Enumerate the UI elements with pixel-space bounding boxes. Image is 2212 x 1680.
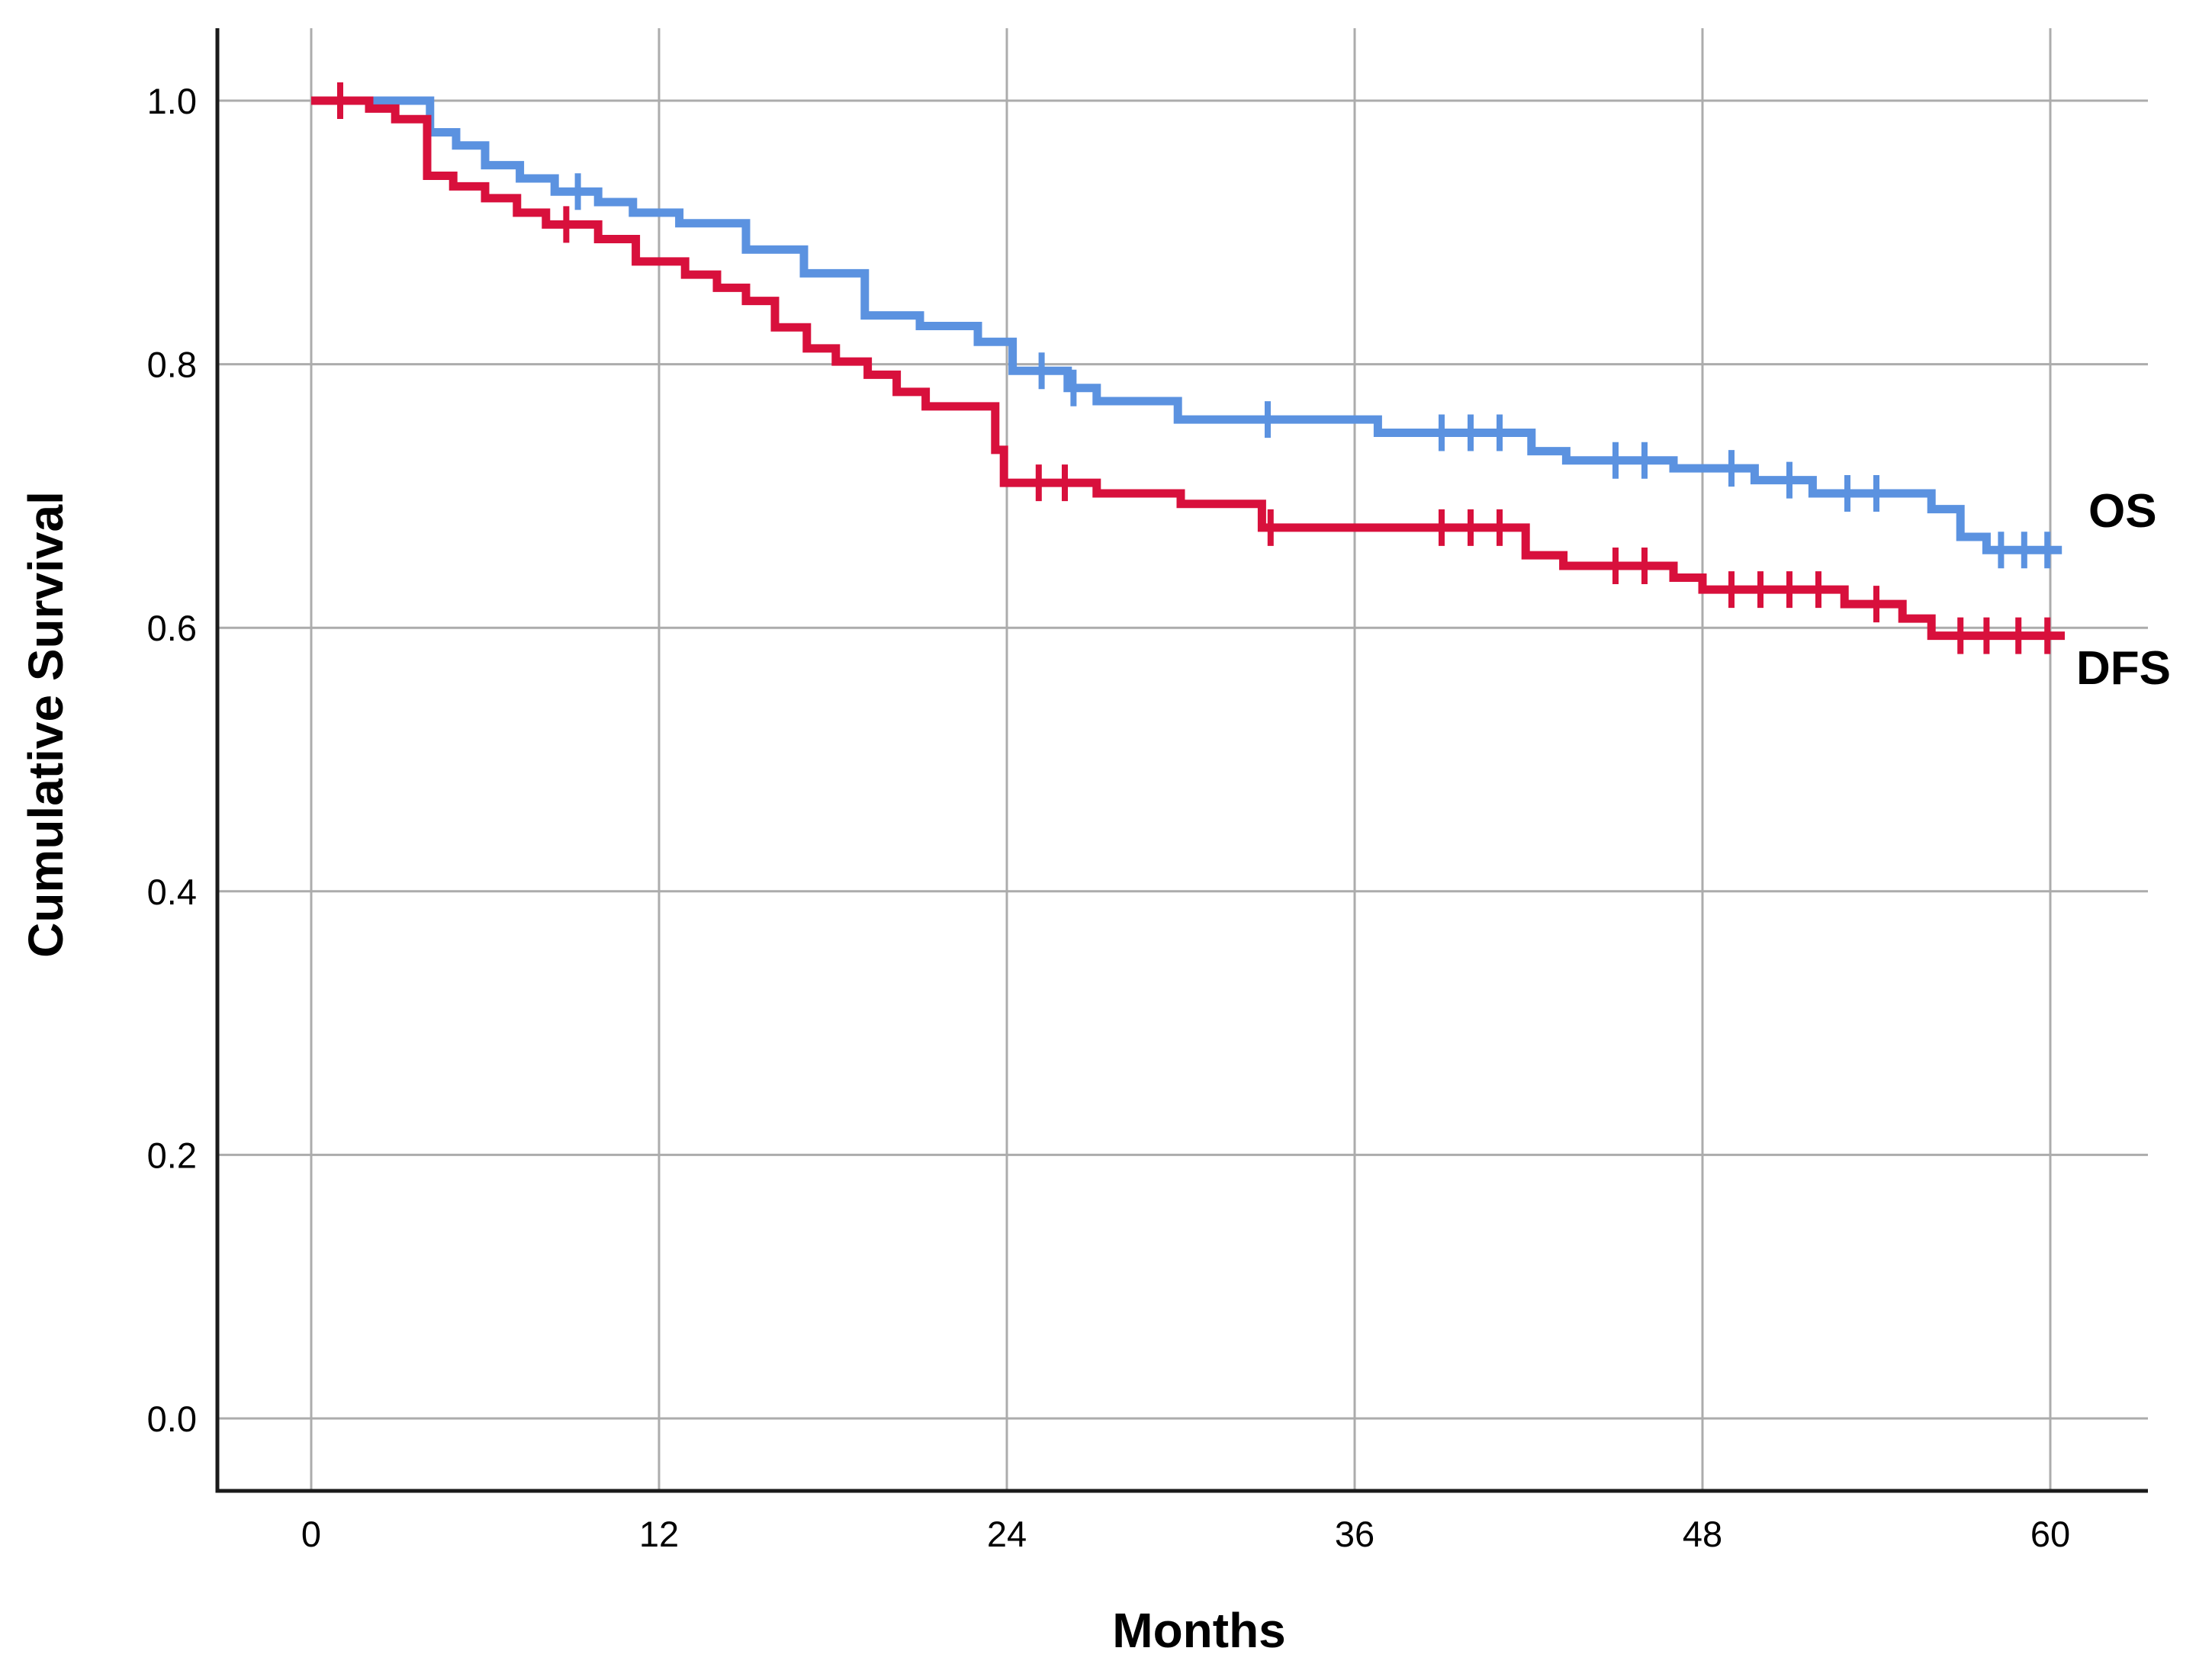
y-tick-label-0.2: 0.2 [147,1135,197,1175]
gridlines [217,28,2148,1491]
y-tick-label-1.0: 1.0 [147,81,197,121]
series-label-dfs: DFS [2076,642,2171,695]
x-tick-label-48: 48 [1683,1514,1722,1554]
x-tick-label-0: 0 [301,1514,321,1554]
y-tick-label-0.0: 0.0 [147,1399,197,1439]
survival-curves [311,82,2065,654]
x-tick-label-12: 12 [639,1514,679,1554]
dfs-curve [311,96,2065,641]
series-dfs [311,82,2065,654]
y-axis-title: Cumulative Survival [18,491,73,958]
series-os [311,96,2062,569]
y-tick-label-0.6: 0.6 [147,608,197,648]
tick-labels: 0 12 24 36 48 60 1.0 0.8 0.6 0.4 0.2 0.0 [147,81,2070,1554]
y-tick-label-0.4: 0.4 [147,872,197,912]
y-tick-label-0.8: 0.8 [147,345,197,385]
x-tick-label-24: 24 [987,1514,1027,1554]
x-tick-label-36: 36 [1335,1514,1374,1554]
x-axis-title: Months [1112,1603,1286,1658]
x-tick-label-60: 60 [2030,1514,2070,1554]
os-curve [311,96,2062,554]
series-label-os: OS [2088,485,2157,538]
axes [215,28,2148,1493]
